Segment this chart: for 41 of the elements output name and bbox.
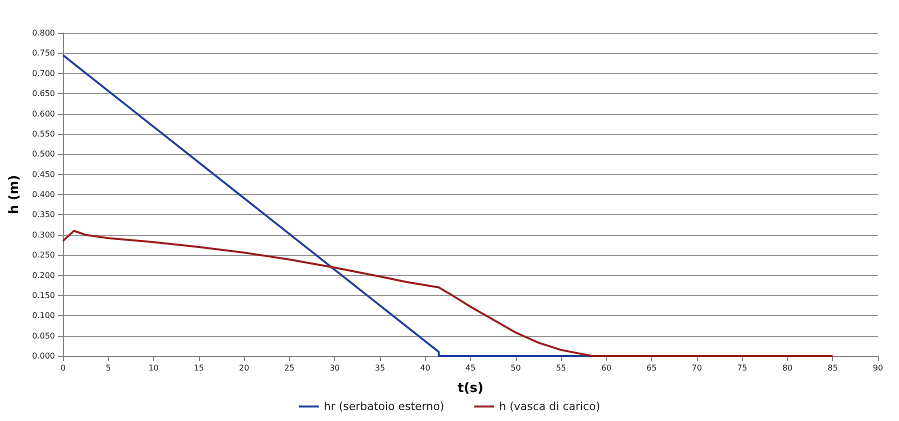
x-tick-label: 80 <box>782 364 793 372</box>
y-tick-label: 0.250 <box>32 250 55 260</box>
x-tick-label: 75 <box>737 364 748 372</box>
y-tick-label: 0.450 <box>32 170 55 179</box>
line-series <box>62 230 834 357</box>
x-tick-label: 30 <box>330 364 340 372</box>
x-axis-title: t(s) <box>458 381 484 396</box>
y-tick-label: 0.400 <box>32 190 55 199</box>
x-tick-label: 70 <box>692 364 702 372</box>
y-tick-label: 0.550 <box>32 129 55 138</box>
x-tick-label: 5 <box>106 364 111 372</box>
x-tick-label: 25 <box>284 364 294 372</box>
y-tick-label: 0.300 <box>32 230 55 240</box>
x-tick-label: 35 <box>374 364 386 372</box>
y-tick-label: 0.500 <box>32 150 55 159</box>
y-tick-label: 0.150 <box>32 290 55 300</box>
y-tick-label: 0.100 <box>32 311 55 320</box>
x-tick-label: 0 <box>60 364 66 372</box>
y-tick-label: 0.600 <box>32 109 55 118</box>
y-tick-label: 0.750 <box>32 48 55 58</box>
y-tick-label: 0.050 <box>32 331 55 340</box>
x-tick-label: 85 <box>828 364 838 372</box>
x-tick-label: 20 <box>239 364 250 372</box>
x-tick-label: 60 <box>601 364 612 372</box>
y-tick-label: 0.200 <box>32 270 55 280</box>
y-axis-title: h (m) <box>7 174 22 214</box>
x-tick-label: 55 <box>556 364 566 372</box>
y-tick-label: 0.000 <box>32 352 55 360</box>
y-tick-label: 0.650 <box>32 89 55 98</box>
y-tick-label: 0.350 <box>32 210 55 220</box>
x-tick-label: 65 <box>646 364 657 372</box>
x-tick-label: 45 <box>465 364 476 372</box>
legend-label: hr (serbatoio esterno) <box>324 400 444 413</box>
y-tick-label: 0.800 <box>32 28 55 38</box>
x-tick-label: 40 <box>420 364 430 372</box>
x-tick-label: 10 <box>148 364 159 372</box>
x-tick-label: 50 <box>510 364 521 372</box>
legend-label: h (vasca di carico) <box>499 400 600 413</box>
x-tick-label: 15 <box>194 364 204 372</box>
x-tick-label: 90 <box>872 364 884 372</box>
y-tick-label: 0.700 <box>32 68 55 78</box>
